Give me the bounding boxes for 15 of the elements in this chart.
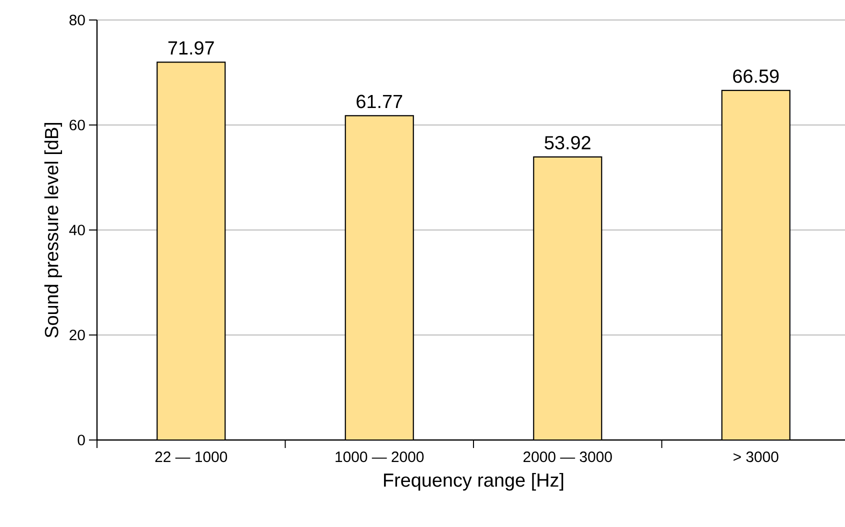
y-axis-title: Sound pressure level [dB] [44,123,62,338]
data-label: 66.59 [733,69,779,83]
x-tick-label: 1000 — 2000 [336,452,424,462]
data-label: 71.97 [168,41,214,55]
y-tick-label: 60 [70,120,85,130]
x-axis-title: Frequency range [Hz] [384,472,564,491]
x-tick-label: > 3000 [734,452,778,462]
y-tick-label: 80 [70,14,85,26]
x-tick-label: 22 — 1000 [155,452,228,462]
y-tick-label: 0 [78,434,85,446]
data-label: 61.77 [356,94,402,108]
y-tick-label: 20 [70,330,85,340]
y-tick-label: 40 [69,224,85,236]
x-tick-label: 2000 — 3000 [524,452,612,462]
data-label: 53.92 [544,136,590,150]
